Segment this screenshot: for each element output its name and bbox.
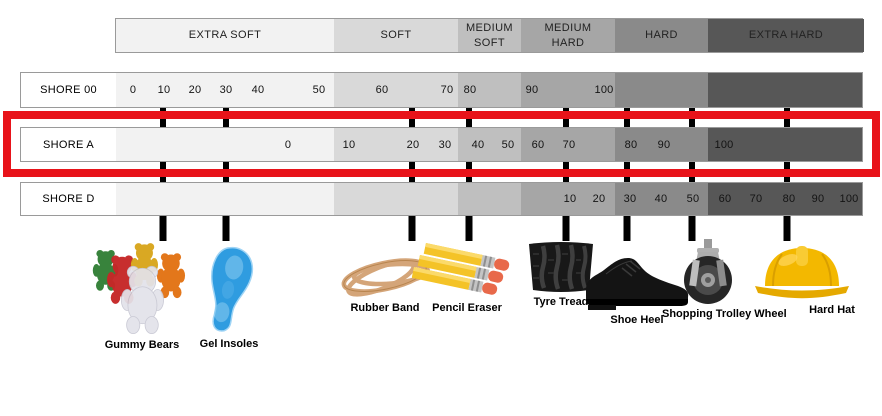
connector-tick: [222, 216, 230, 241]
category-medium-soft: MEDIUM SOFT: [458, 19, 521, 52]
scale-value: 0: [284, 138, 292, 151]
scale-value: 50: [686, 193, 700, 205]
scale-value: 70: [562, 138, 576, 151]
scale-segment: [615, 183, 708, 215]
scale-value: 80: [624, 138, 638, 151]
scale-segment: [116, 73, 334, 107]
scale-value: 50: [501, 138, 515, 151]
scale-value: 100: [594, 84, 614, 96]
scale-value: 70: [440, 84, 454, 96]
category-extra-soft: EXTRA SOFT: [116, 19, 334, 52]
item-label: Rubber Band: [350, 302, 420, 314]
gel-insoles-icon: [211, 246, 254, 332]
scale-segment: [615, 128, 708, 161]
scale-segment: [334, 128, 458, 161]
scale-row-shore-a: SHORE A 0 10 20 30 40 50 60 70 80 90 100: [20, 127, 863, 162]
scale-segment: [458, 73, 521, 107]
scale-segment: [334, 73, 458, 107]
scale-value: 50: [312, 84, 326, 96]
hard-hat-icon: [755, 246, 849, 299]
category-extra-hard: EXTRA HARD: [708, 19, 864, 52]
item-shoe-heel: Shoe Heel: [582, 252, 692, 326]
scale-value: 100: [839, 193, 859, 205]
scale-segment: [708, 128, 862, 161]
scale-value: 40: [471, 138, 485, 151]
scale-value: 30: [438, 138, 452, 151]
connector-tick: [783, 216, 791, 241]
scale-segment: [521, 183, 615, 215]
scale-value: 0: [129, 84, 137, 96]
scale-value: 80: [782, 193, 796, 205]
scale-value: 90: [657, 138, 671, 151]
category-hard: HARD: [615, 19, 708, 52]
connector-tick: [623, 216, 631, 241]
scale-value: 60: [375, 84, 389, 96]
scale-row-segments: [116, 73, 862, 107]
scale-value: 100: [714, 138, 734, 151]
item-gel-insoles: Gel Insoles: [197, 246, 261, 350]
scale-value: 40: [654, 193, 668, 205]
scale-row-segments: [116, 128, 862, 161]
scale-row-label: SHORE 00: [21, 73, 116, 107]
scale-segment: [334, 183, 458, 215]
scale-segment: [116, 128, 334, 161]
gummy-bears-icon: [92, 243, 186, 335]
scale-row-label: SHORE D: [21, 183, 116, 215]
shoe-heel-icon: [586, 258, 689, 310]
scale-value: 90: [811, 193, 825, 205]
item-label: Tyre Tread: [533, 296, 589, 308]
scale-row-shore-d: SHORE D 10 20 30 40 50 60 70 80 90 100: [20, 182, 863, 216]
item-shopping-trolley-wheel: Shopping Trolley Wheel: [648, 238, 787, 320]
connector-tick: [159, 216, 167, 241]
scale-value: 10: [157, 84, 171, 96]
scale-segment: [458, 183, 521, 215]
pencil-eraser-icon: [412, 243, 511, 296]
connector-tick: [562, 216, 570, 241]
scale-row-shore-00: SHORE 00 0 10 20 30 40 50 60 70 80 90 100: [20, 72, 863, 108]
scale-value: 40: [251, 84, 265, 96]
category-medium-hard: MEDIUM HARD: [521, 19, 615, 52]
item-label: Shopping Trolley Wheel: [662, 308, 787, 320]
item-pencil-eraser: Pencil Eraser: [412, 243, 522, 314]
scale-row-segments: [116, 183, 862, 215]
scale-value: 90: [525, 84, 539, 96]
scale-segment: [615, 73, 708, 107]
connector-tick: [465, 216, 473, 241]
category-header-bar: EXTRA SOFT SOFT MEDIUM SOFT MEDIUM HARD …: [115, 18, 864, 53]
scale-value: 60: [531, 138, 545, 151]
item-label: Shoe Heel: [610, 314, 664, 326]
connector-tick: [688, 216, 696, 241]
category-soft: SOFT: [334, 19, 458, 52]
scale-value: 60: [718, 193, 732, 205]
scale-value: 70: [749, 193, 763, 205]
scale-value: 20: [592, 193, 606, 205]
scale-segment: [708, 183, 862, 215]
scale-row-label: SHORE A: [21, 128, 116, 161]
highlight-box: [3, 111, 880, 177]
scale-segment: [458, 128, 521, 161]
item-label: Hard Hat: [809, 304, 855, 316]
item-gummy-bears: Gummy Bears: [92, 240, 192, 351]
item-label: Pencil Eraser: [432, 302, 502, 314]
item-hard-hat: Hard Hat: [752, 240, 855, 316]
shopping-trolley-wheel-icon: [684, 239, 732, 304]
scale-value: 30: [219, 84, 233, 96]
item-label: Gel Insoles: [199, 338, 259, 350]
item-tyre-tread: Tyre Tread: [523, 240, 599, 308]
scale-value: 10: [342, 138, 356, 151]
scale-value: 30: [623, 193, 637, 205]
tyre-tread-icon: [529, 242, 593, 292]
scale-segment: [116, 183, 334, 215]
scale-value: 80: [463, 84, 477, 96]
scale-value: 10: [563, 193, 577, 205]
connector-tick: [408, 216, 416, 241]
scale-value: 20: [406, 138, 420, 151]
scale-segment: [521, 73, 615, 107]
scale-segment: [708, 73, 862, 107]
scale-segment: [521, 128, 615, 161]
item-label: Gummy Bears: [104, 339, 180, 351]
scale-value: 20: [188, 84, 202, 96]
